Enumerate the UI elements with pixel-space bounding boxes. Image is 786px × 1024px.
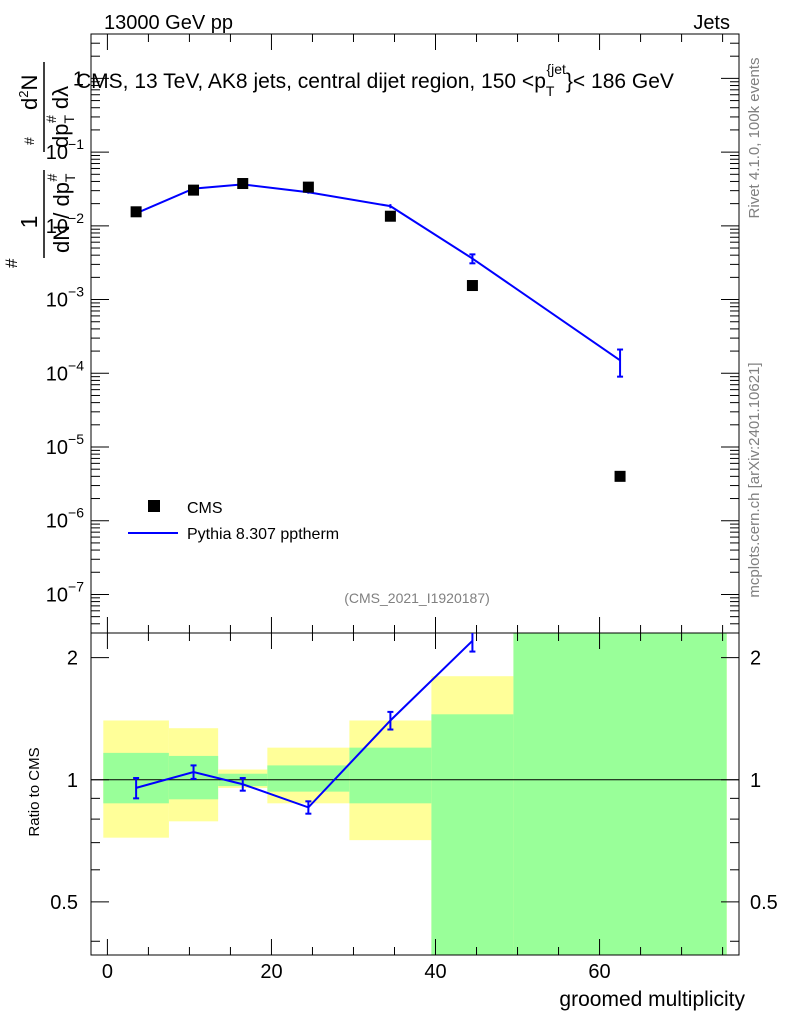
cms-data-point <box>384 210 396 222</box>
y-tick-label: 10−1 <box>46 136 84 164</box>
ratio-y-label: Ratio to CMS <box>26 747 43 836</box>
stat-uncertainty-band <box>267 765 350 792</box>
ratio-y-tick-label-right: 2 <box>750 648 761 670</box>
y-tick-label: 10−6 <box>46 505 84 533</box>
legend-cms-label: CMS <box>187 500 223 517</box>
stat-uncertainty-band <box>431 714 514 955</box>
legend-cms-marker <box>148 500 160 512</box>
y-label-hash2: # <box>21 137 37 145</box>
chart-title: CMS, 13 TeV, AK8 jets, central dijet reg… <box>76 61 674 99</box>
ratio-uncertainty-bands <box>91 633 739 955</box>
cms-data-point <box>466 280 478 292</box>
cms-data-point <box>130 206 142 218</box>
x-tick-label: 40 <box>424 961 446 983</box>
legend: CMS Pythia 8.307 pptherm <box>128 500 339 543</box>
axis-ticks <box>91 33 739 955</box>
ratio-y-tick-label-right: 0.5 <box>750 892 778 914</box>
y-label-num2: d2N <box>16 75 42 110</box>
ratio-y-tick-label: 2 <box>67 648 78 670</box>
cms-data-point <box>302 181 314 193</box>
pythia-line <box>135 183 621 362</box>
y-tick-label: 10−7 <box>46 578 84 606</box>
ratio-y-tick-label: 0.5 <box>50 892 78 914</box>
ratio-panel-frame <box>90 632 740 956</box>
stat-uncertainty-band <box>513 633 727 955</box>
main-series-marks <box>130 178 626 482</box>
y-label-den1: dN / dpT# <box>44 173 78 253</box>
ratio-y-tick-label: 1 <box>67 770 78 792</box>
y-tick-label: 10−5 <box>46 431 84 459</box>
ratio-line <box>135 640 474 809</box>
y-label-den2: dpT#dλ <box>43 86 77 148</box>
y-axis-label: # 1 dN / dpT# # d2N dpT#dλ <box>2 62 78 268</box>
cms-data-point <box>614 470 626 482</box>
x-tick-label: 60 <box>588 961 610 983</box>
cms-data-point <box>237 178 249 190</box>
y-tick-label: 10−3 <box>46 284 84 312</box>
site-label: mcplots.cern.ch [arXiv:2401.10621] <box>746 362 763 597</box>
x-tick-label: 20 <box>260 961 282 983</box>
axes-frames <box>90 33 740 956</box>
energy-label: 13000 GeV pp <box>104 12 233 34</box>
cms-data-point <box>188 184 200 196</box>
x-tick-label: 0 <box>102 961 113 983</box>
y-tick-label: 1 <box>73 68 84 90</box>
x-axis-label: groomed multiplicity <box>559 988 745 1011</box>
ratio-y-tick-label-right: 1 <box>750 770 761 792</box>
legend-pythia-label: Pythia 8.307 pptherm <box>187 526 339 543</box>
ratio-series-marks <box>133 633 476 815</box>
y-tick-label: 10−4 <box>46 357 84 385</box>
y-label-hash1: # <box>2 258 21 268</box>
category-label: Jets <box>693 12 730 34</box>
main-panel-frame <box>90 33 740 634</box>
stat-uncertainty-band <box>349 747 432 804</box>
y-label-num1: 1 <box>16 216 42 229</box>
rivet-label: Rivet 4.1.0, 100k events <box>746 58 763 219</box>
axis-tick-labels: 0 20 40 60 1 10−1 10−2 10−3 10−4 10−5 10−6 10−7 0.5 0… <box>46 68 778 983</box>
analysis-id: (CMS_2021_I1920187) <box>344 590 490 606</box>
y-tick-label: 10−2 <box>46 210 84 238</box>
